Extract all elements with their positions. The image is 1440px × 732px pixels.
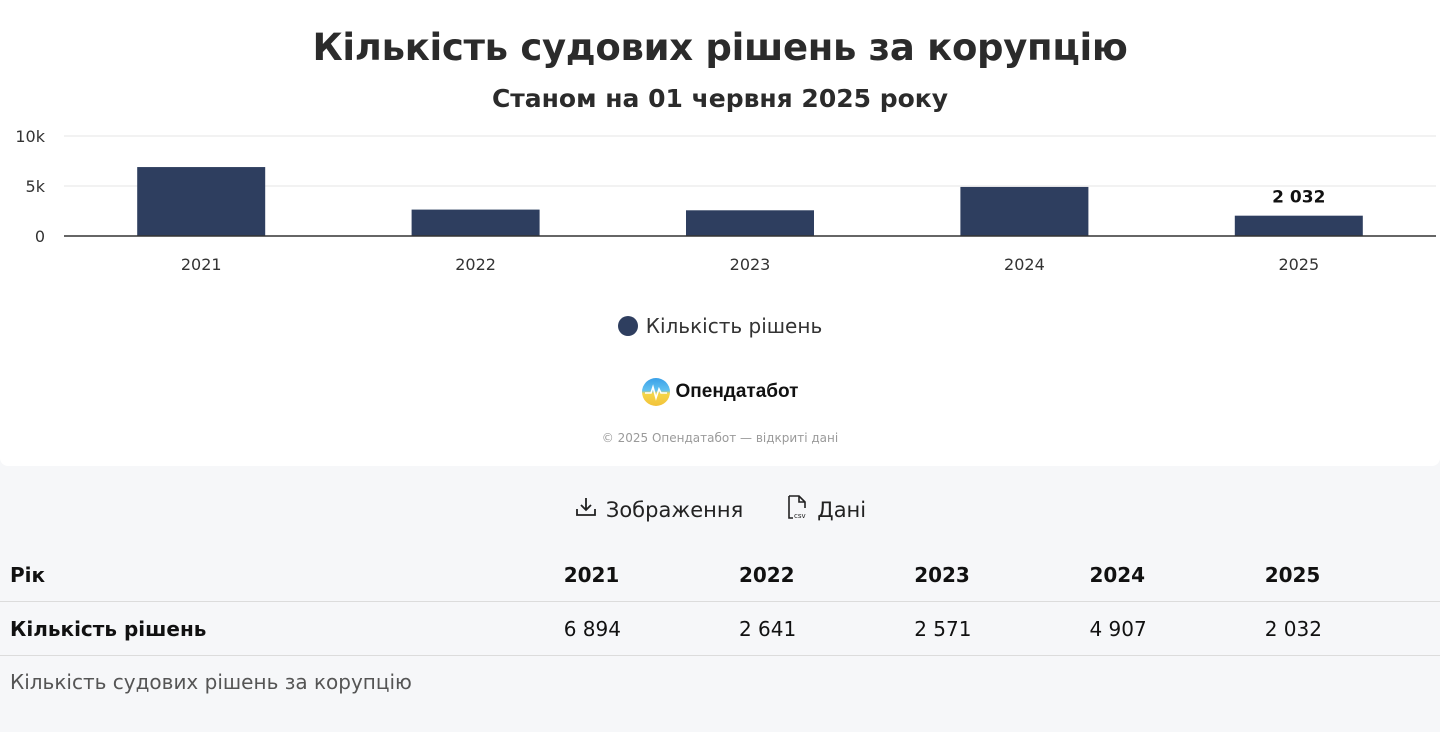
table-row-label: Кількість рішень <box>10 616 207 641</box>
copyright-text: © 2025 Опендатабот — відкриті дані <box>601 431 839 445</box>
table-cell: 4 907 <box>1089 616 1147 641</box>
y-tick-label: 0 <box>35 227 45 246</box>
bar <box>411 209 540 236</box>
table-year-header: 2023 <box>914 562 970 587</box>
download-image-button[interactable]: Зображення <box>574 494 743 525</box>
actions-bar: Зображення csv Дані <box>0 494 1440 525</box>
x-tick-label: 2025 <box>1278 255 1319 274</box>
chart-legend[interactable]: Кількість рішень <box>0 314 1440 338</box>
svg-text:csv: csv <box>794 512 806 520</box>
y-tick-label: 10k <box>15 127 45 146</box>
table-row: Кількість рішень 6 894 2 641 2 571 4 907… <box>0 602 1440 656</box>
table-cell: 6 894 <box>563 616 621 641</box>
table-year-header: 2024 <box>1089 562 1146 587</box>
legend-marker <box>617 316 638 336</box>
table-year-header: 2022 <box>738 562 795 587</box>
csv-file-icon: csv <box>785 494 809 525</box>
bar <box>686 210 814 236</box>
table-header-row: Рік 2021 2022 2023 2024 2025 <box>0 548 1440 602</box>
brand: Опендатабот <box>0 378 1440 406</box>
brand-name: Опендатабот <box>675 381 799 402</box>
download-icon <box>574 495 598 524</box>
bar <box>1234 215 1363 236</box>
y-tick-label: 5k <box>26 177 46 196</box>
chart-title: Кількість судових рішень за корупцію <box>312 26 1128 69</box>
x-tick-label: 2022 <box>455 255 496 274</box>
data-label: 2 032 <box>1272 188 1325 208</box>
table-cell: 2 641 <box>738 616 797 641</box>
chart-subtitle: Станом на 01 червня 2025 року <box>491 84 949 113</box>
bar-chart: 0 5k 10k 2021 2022 2023 2024 2025 2 032 <box>15 127 1436 274</box>
download-image-label: Зображення <box>605 497 744 522</box>
table-cell: 2 571 <box>914 616 972 641</box>
table-cell: 2 032 <box>1264 616 1322 641</box>
data-table: Рік 2021 2022 2023 2024 2025 Кількість р… <box>0 548 1440 656</box>
x-tick-label: 2024 <box>1004 255 1045 274</box>
legend-label: Кількість рішень <box>645 314 823 338</box>
opendatabot-logo-icon <box>641 378 670 406</box>
download-data-button[interactable]: csv Дані <box>785 494 866 525</box>
table-year-header: 2021 <box>563 562 620 587</box>
chart-card: Кількість судових рішень за корупцію Ста… <box>0 26 1440 445</box>
table-year-header: 2025 <box>1264 562 1321 587</box>
table-row-header: Рік <box>10 562 46 587</box>
bar <box>960 186 1089 236</box>
x-tick-label: 2021 <box>181 255 222 274</box>
bar <box>137 167 266 236</box>
download-data-label: Дані <box>817 497 867 522</box>
x-tick-label: 2023 <box>730 255 771 274</box>
table-caption: Кількість судових рішень за корупцію <box>10 670 412 694</box>
